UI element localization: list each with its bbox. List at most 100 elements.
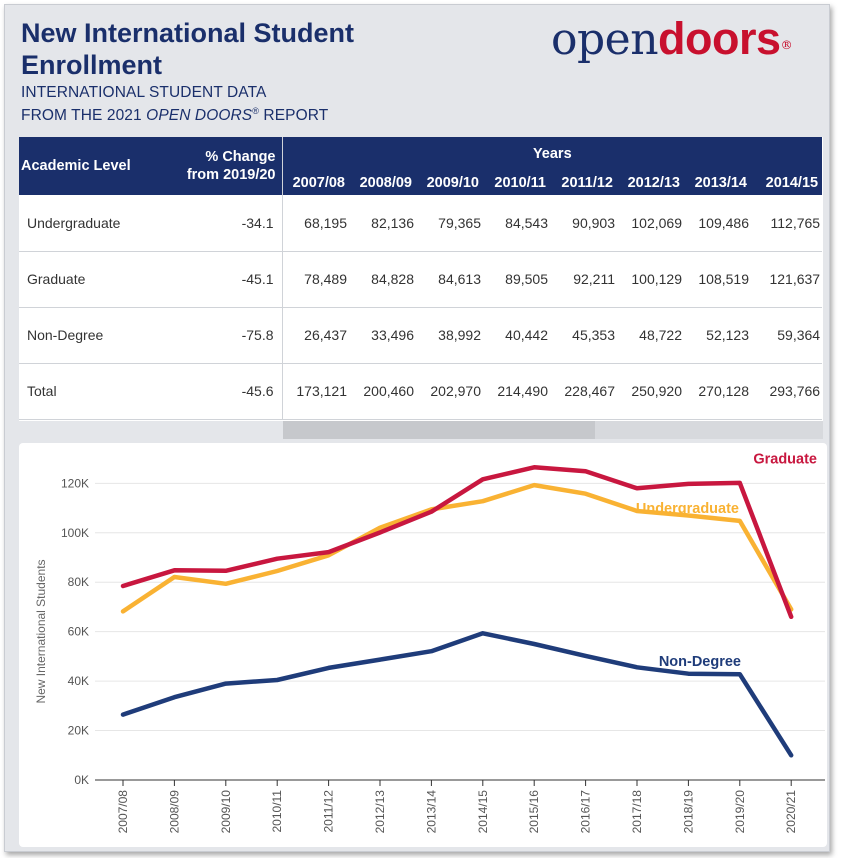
cell-year-value: 293,766 xyxy=(751,363,823,420)
cell-year-value: 78,489 xyxy=(282,251,349,308)
y-tick-label: 80K xyxy=(68,575,89,589)
cell-year-value: 52,123 xyxy=(684,307,751,364)
y-tick-label: 60K xyxy=(68,625,89,639)
table-body: Undergraduate -34.1 68,195 82,136 79,365 84,5… xyxy=(19,195,823,420)
header-change-line-2: from 2019/20 xyxy=(186,167,276,183)
cell-year-value: 100,129 xyxy=(617,251,684,308)
logo-open-text: open xyxy=(551,14,659,65)
scrollbar-thumb[interactable] xyxy=(283,421,595,439)
cell-year-value: 109,486 xyxy=(684,195,751,252)
enrollment-table-container: Academic Level % Change from 2019/20 Year… xyxy=(19,137,823,421)
header-year: 2009/10 xyxy=(416,171,483,195)
cell-academic-level: Total xyxy=(19,363,179,420)
header-years: Years xyxy=(282,137,823,171)
y-tick-label: 0K xyxy=(74,773,89,787)
series-label-undergraduate: Undergraduate xyxy=(636,501,739,517)
header-year: 2007/08 xyxy=(282,171,349,195)
series-line-graduate xyxy=(120,465,794,620)
y-tick-label: 20K xyxy=(68,724,89,738)
header-year: 2014/15 xyxy=(751,171,823,195)
header-percent-change: % Change from 2019/20 xyxy=(179,137,283,195)
cell-year-value: 250,920 xyxy=(617,363,684,420)
header-academic-level: Academic Level xyxy=(19,137,179,195)
cell-year-value: 90,903 xyxy=(550,195,617,252)
cell-year-value: 26,437 xyxy=(282,307,349,364)
series-line-undergraduate xyxy=(120,482,794,614)
x-tick-label: 2013/14 xyxy=(424,790,438,834)
dashboard-frame: New International Student Enrollment INT… xyxy=(4,4,830,852)
header-year: 2008/09 xyxy=(349,171,416,195)
y-tick-label: 120K xyxy=(61,476,89,490)
cell-year-value: 228,467 xyxy=(550,363,617,420)
series-label-non-degree: Non-Degree xyxy=(659,654,741,670)
x-tick-label: 2019/20 xyxy=(733,790,747,834)
x-tick-label: 2016/17 xyxy=(579,790,593,834)
subtitle-line-2: FROM THE 2021 OPEN DOORS® REPORT xyxy=(21,106,328,125)
header-year: 2012/13 xyxy=(617,171,684,195)
cell-year-value: 112,765 xyxy=(751,195,823,252)
x-tick-label: 2014/15 xyxy=(476,790,490,834)
cell-year-value: 84,613 xyxy=(416,251,483,308)
cell-year-value: 84,543 xyxy=(483,195,550,252)
subtitle-registered-mark: ® xyxy=(252,106,259,116)
cell-academic-level: Graduate xyxy=(19,251,179,308)
cell-percent-change: -45.1 xyxy=(179,251,283,308)
cell-academic-level: Non-Degree xyxy=(19,307,179,364)
subtitle-prefix: FROM THE 2021 xyxy=(21,107,142,125)
year-header-row: 2007/08 2008/09 2009/10 2010/11 2011/12 2012/… xyxy=(19,171,823,195)
cell-year-value: 45,353 xyxy=(550,307,617,364)
cell-year-value: 200,460 xyxy=(349,363,416,420)
y-axis-title: New International Students xyxy=(34,559,48,703)
x-tick-label: 2010/11 xyxy=(270,790,284,833)
cell-year-value: 79,365 xyxy=(416,195,483,252)
cell-year-value: 48,722 xyxy=(617,307,684,364)
subtitle-suffix: REPORT xyxy=(263,107,329,125)
table-row: Graduate -45.1 78,489 84,828 84,613 89,505 92,… xyxy=(19,251,823,308)
cell-year-value: 38,992 xyxy=(416,307,483,364)
enrollment-table: Academic Level % Change from 2019/20 Year… xyxy=(19,137,823,420)
x-tick-label: 2007/08 xyxy=(116,790,130,834)
cell-year-value: 33,496 xyxy=(349,307,416,364)
x-tick-label: 2018/19 xyxy=(681,790,695,834)
cell-year-value: 68,195 xyxy=(282,195,349,252)
series-label-graduate: Graduate xyxy=(753,451,817,467)
table-row: Undergraduate -34.1 68,195 82,136 79,365 84,5… xyxy=(19,195,823,252)
chart-svg: 0K 20K 40K 60K 80K 100K 120K 2007/08 2008/09 2009… xyxy=(34,451,825,834)
x-tick-label: 2020/21 xyxy=(784,790,798,834)
cell-academic-level: Undergraduate xyxy=(19,195,179,252)
x-tick-label: 2011/12 xyxy=(322,790,336,833)
page-title: New International Student Enrollment xyxy=(21,18,355,80)
logo-registered-mark: ® xyxy=(780,38,793,52)
y-tick-label: 40K xyxy=(68,674,89,688)
cell-year-value: 121,637 xyxy=(751,251,823,308)
table-horizontal-scrollbar[interactable] xyxy=(283,421,823,439)
table-row: Total -45.6 173,121 200,460 202,970 214,490 22… xyxy=(19,363,823,420)
cell-year-value: 214,490 xyxy=(483,363,550,420)
cell-percent-change: -75.8 xyxy=(179,307,283,364)
table-row: Non-Degree -75.8 26,437 33,496 38,992 40,442 4… xyxy=(19,307,823,364)
series-line-non-degree xyxy=(120,631,794,758)
header-year: 2011/12 xyxy=(550,171,617,195)
y-tick-label: 100K xyxy=(61,526,89,540)
subtitle-report-name: OPEN DOORS xyxy=(146,107,253,125)
subtitle-line-1: INTERNATIONAL STUDENT DATA xyxy=(21,84,267,101)
cell-year-value: 270,128 xyxy=(684,363,751,420)
cell-year-value: 59,364 xyxy=(751,307,823,364)
x-tick-label: 2008/09 xyxy=(167,790,181,834)
cell-percent-change: -34.1 xyxy=(179,195,283,252)
logo-doors-text: doors xyxy=(658,13,781,64)
x-tick-label: 2017/18 xyxy=(630,790,644,834)
cell-year-value: 84,828 xyxy=(349,251,416,308)
cell-year-value: 102,069 xyxy=(617,195,684,252)
cell-year-value: 202,970 xyxy=(416,363,483,420)
x-tick-label: 2012/13 xyxy=(373,790,387,834)
cell-year-value: 173,121 xyxy=(282,363,349,420)
cell-percent-change: -45.6 xyxy=(179,363,283,420)
header-change-line-1: % Change xyxy=(205,149,276,165)
cell-year-value: 40,442 xyxy=(483,307,550,364)
enrollment-line-chart: 0K 20K 40K 60K 80K 100K 120K 2007/08 2008/09 2009… xyxy=(19,443,827,847)
cell-year-value: 108,519 xyxy=(684,251,751,308)
x-tick-label: 2009/10 xyxy=(219,790,233,834)
x-tick-label: 2015/16 xyxy=(527,790,541,834)
opendoors-logo: opendoors® xyxy=(551,9,793,70)
